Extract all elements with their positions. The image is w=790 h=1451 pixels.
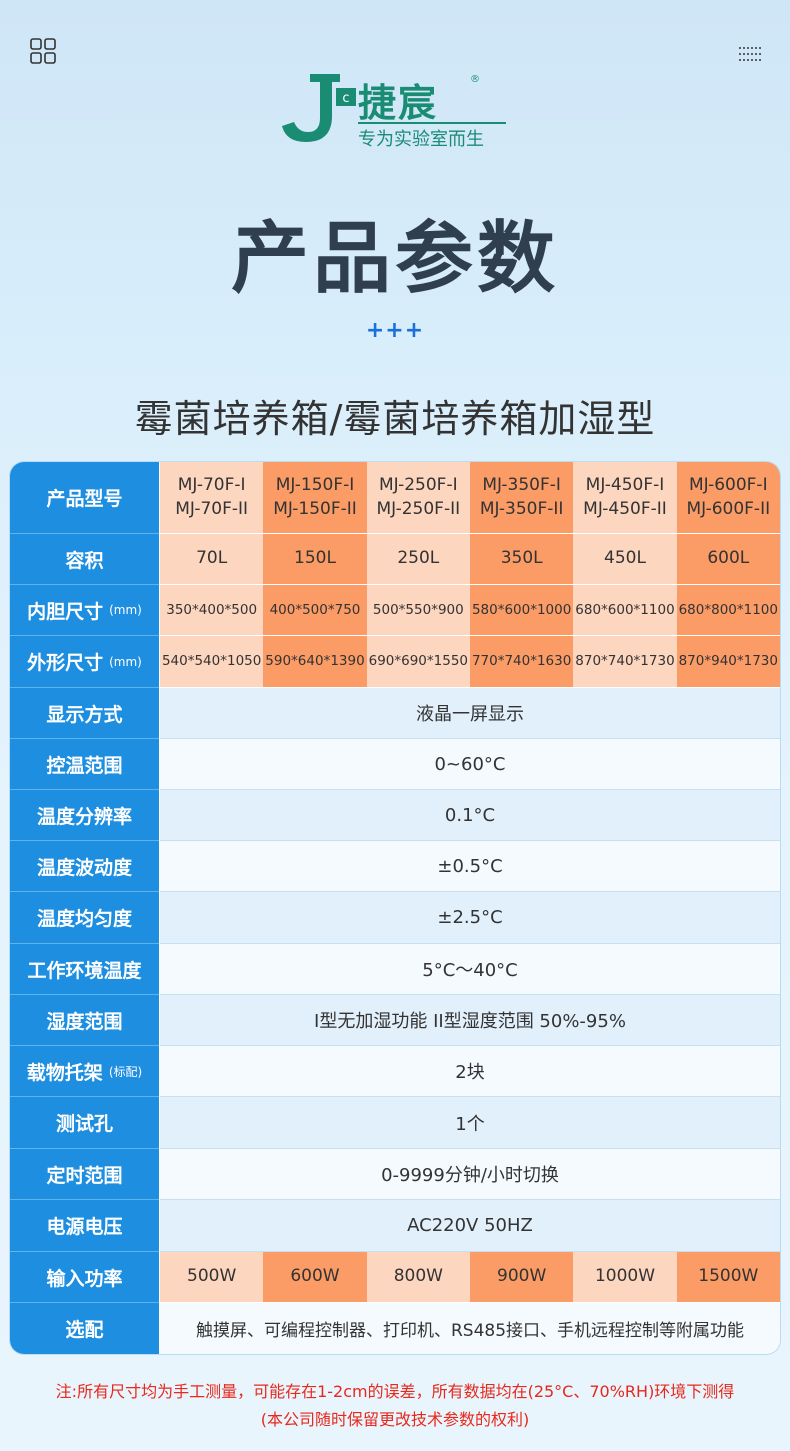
brand-name: 捷宸	[358, 81, 439, 125]
row-header: 载物托架 (标配)	[10, 1046, 159, 1097]
model-cell: MJ-250F-I MJ-250F-II	[366, 462, 470, 534]
brand-tagline: 专为实验室而生	[358, 122, 506, 151]
table-row-options: 选配 触摸屏、可编程控制器、打印机、RS485接口、手机远程控制等附属功能	[10, 1303, 780, 1354]
table-row-power: 输入功率 500W 600W 800W 900W 1000W 1500W	[10, 1252, 780, 1303]
title-decoration: +++	[365, 318, 425, 343]
footnote-rights: (本公司随时保留更改技术参数的权利)	[260, 1410, 530, 1429]
table-row-voltage: 电源电压 AC220V 50HZ	[10, 1200, 780, 1252]
volume-cell: 70L	[160, 534, 264, 585]
volume-cell: 150L	[263, 534, 367, 585]
table-row-test-hole: 测试孔 1个	[10, 1097, 780, 1149]
table-row-model: 产品型号 MJ-70F-I MJ-70F-II MJ-150F-I MJ-150F-…	[10, 462, 780, 534]
product-subtitle: 霉菌培养箱/霉菌培养箱加湿型	[134, 397, 656, 441]
inner-size-cell: 350*400*500	[160, 585, 264, 636]
options-value: 触摸屏、可编程控制器、打印机、RS485接口、手机远程控制等附属功能	[160, 1303, 780, 1354]
row-header: 定时范围	[10, 1149, 159, 1200]
inner-size-cell: 500*550*900	[366, 585, 470, 636]
display-value: 液晶一屏显示	[160, 688, 780, 739]
inner-size-cell: 680*600*1100	[573, 585, 677, 636]
table-row-humidity: 湿度范围 I型无加湿功能 II型湿度范围 50%-95%	[10, 995, 780, 1046]
brand-logo: c 捷宸 ® 专为实验室而生	[280, 72, 510, 150]
humidity-value: I型无加湿功能 II型湿度范围 50%-95%	[160, 995, 780, 1046]
temp-range-value: 0~60°C	[160, 739, 780, 790]
volume-cell: 450L	[573, 534, 677, 585]
model-cell: MJ-350F-I MJ-350F-II	[469, 462, 574, 534]
row-header: 外形尺寸 (mm)	[10, 636, 159, 688]
inner-size-cell: 680*800*1100	[676, 585, 780, 636]
inner-size-cell: 400*500*750	[263, 585, 367, 636]
row-header: 测试孔	[10, 1097, 159, 1149]
resolution-value: 0.1°C	[160, 790, 780, 841]
voltage-value: AC220V 50HZ	[160, 1200, 780, 1252]
footnote-measurement: 注:所有尺寸均为手工测量，可能存在1-2cm的误差，所有数据均在(25°C、70…	[55, 1382, 735, 1401]
table-row-outer-size: 外形尺寸 (mm) 540*540*1050 590*640*1390 690*6…	[10, 636, 780, 688]
row-header: 容积	[10, 534, 159, 585]
row-header: 电源电压	[10, 1200, 159, 1252]
table-row-uniformity: 温度均匀度 ±2.5°C	[10, 892, 780, 944]
row-header: 内胆尺寸 (mm)	[10, 585, 159, 636]
outer-size-cell: 590*640*1390	[263, 636, 367, 688]
dots-grid-icon[interactable]	[738, 46, 762, 62]
volume-cell: 600L	[676, 534, 780, 585]
row-header: 温度波动度	[10, 841, 159, 892]
power-cell: 600W	[263, 1252, 367, 1303]
model-cell: MJ-150F-I MJ-150F-II	[263, 462, 367, 534]
app-grid-icon[interactable]	[30, 38, 56, 64]
table-row-shelves: 载物托架 (标配) 2块	[10, 1046, 780, 1097]
model-cell: MJ-450F-I MJ-450F-II	[573, 462, 677, 534]
table-row-timer: 定时范围 0-9999分钟/小时切换	[10, 1149, 780, 1200]
uniformity-value: ±2.5°C	[160, 892, 780, 944]
row-header: 湿度范围	[10, 995, 159, 1046]
table-row-resolution: 温度分辨率 0.1°C	[10, 790, 780, 841]
fluctuation-value: ±0.5°C	[160, 841, 780, 892]
power-cell: 800W	[366, 1252, 470, 1303]
outer-size-cell: 870*940*1730	[676, 636, 780, 688]
shelves-value: 2块	[160, 1046, 780, 1097]
outer-size-cell: 540*540*1050	[160, 636, 264, 688]
power-cell: 500W	[160, 1252, 264, 1303]
row-header: 温度分辨率	[10, 790, 159, 841]
model-cell: MJ-600F-I MJ-600F-II	[676, 462, 780, 534]
row-header: 选配	[10, 1303, 159, 1354]
table-row-temp-range: 控温范围 0~60°C	[10, 739, 780, 790]
row-header: 输入功率	[10, 1252, 159, 1303]
row-header: 工作环境温度	[10, 944, 159, 995]
table-row-inner-size: 内胆尺寸 (mm) 350*400*500 400*500*750 500*550…	[10, 585, 780, 636]
outer-size-cell: 870*740*1730	[573, 636, 677, 688]
registered-mark: ®	[470, 74, 480, 85]
row-header: 产品型号	[10, 462, 159, 534]
power-cell: 900W	[469, 1252, 574, 1303]
svg-text:c: c	[342, 91, 349, 106]
row-header: 温度均匀度	[10, 892, 159, 944]
row-header: 控温范围	[10, 739, 159, 790]
test-hole-value: 1个	[160, 1097, 780, 1149]
page-title: 产品参数	[230, 214, 559, 304]
table-row-ambient: 工作环境温度 5°C～40°C	[10, 944, 780, 995]
spec-table: 产品型号 MJ-70F-I MJ-70F-II MJ-150F-I MJ-150F-…	[10, 462, 780, 1354]
timer-value: 0-9999分钟/小时切换	[160, 1149, 780, 1200]
table-row-display: 显示方式 液晶一屏显示	[10, 688, 780, 739]
volume-cell: 350L	[469, 534, 574, 585]
table-row-volume: 容积 70L 150L 250L 350L 450L 600L	[10, 534, 780, 585]
inner-size-cell: 580*600*1000	[469, 585, 574, 636]
table-row-fluctuation: 温度波动度 ±0.5°C	[10, 841, 780, 892]
outer-size-cell: 770*740*1630	[469, 636, 574, 688]
volume-cell: 250L	[366, 534, 470, 585]
ambient-value: 5°C～40°C	[160, 944, 780, 995]
logo-mark-icon: c	[282, 74, 356, 142]
row-header: 显示方式	[10, 688, 159, 739]
power-cell: 1500W	[676, 1252, 780, 1303]
power-cell: 1000W	[573, 1252, 677, 1303]
outer-size-cell: 690*690*1550	[366, 636, 470, 688]
model-cell: MJ-70F-I MJ-70F-II	[160, 462, 264, 534]
